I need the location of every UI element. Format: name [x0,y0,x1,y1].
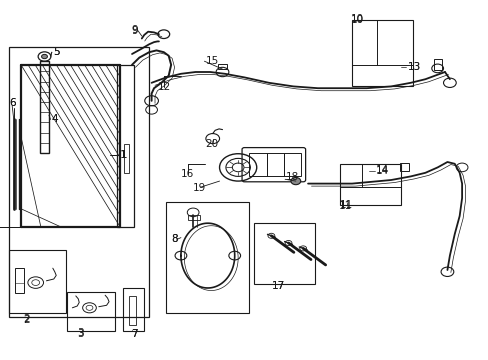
Bar [254,223,315,284]
Bar [249,153,266,176]
Text: 8: 8 [171,234,178,244]
Bar [166,202,249,313]
Text: 3: 3 [77,329,84,339]
Text: 9: 9 [131,25,138,35]
Bar [188,215,199,220]
Text: 4: 4 [51,114,58,124]
Text: 13: 13 [407,62,420,72]
Text: 10: 10 [350,14,364,24]
Text: 5: 5 [53,47,60,57]
Text: 20: 20 [205,139,218,149]
Text: 10: 10 [350,15,364,25]
Bar [218,64,226,69]
Bar [40,61,49,153]
Bar [433,59,441,70]
Bar [399,163,408,171]
Circle shape [290,177,300,185]
Text: 11: 11 [338,201,351,211]
Circle shape [41,54,47,59]
Bar [15,268,24,293]
Text: 5: 5 [53,47,60,57]
Text: 6: 6 [9,98,16,108]
Text: 8: 8 [171,234,178,244]
Bar [123,288,144,331]
Bar [67,292,115,331]
Bar [9,250,66,313]
Text: 2: 2 [23,315,30,325]
Text: 16: 16 [181,169,194,179]
Text: 17: 17 [271,281,284,291]
Text: 14: 14 [375,166,388,176]
Text: 13: 13 [407,62,420,72]
Bar [266,153,283,176]
Bar [123,144,129,173]
Bar [9,47,149,317]
Text: 7: 7 [131,329,138,339]
Bar [117,65,134,227]
Text: 11: 11 [339,200,352,210]
Text: 6: 6 [9,98,16,108]
Text: 2: 2 [23,314,30,324]
Text: 17: 17 [271,281,284,291]
Bar [128,296,136,325]
Text: 18: 18 [285,172,299,183]
Bar [351,20,412,86]
Text: 4: 4 [51,114,58,124]
Text: 3: 3 [77,328,84,338]
Bar [339,164,400,205]
Text: 1: 1 [120,150,126,160]
Text: 19: 19 [193,183,206,193]
Text: 15: 15 [205,56,218,66]
Text: 9: 9 [131,26,138,36]
Text: 14: 14 [375,165,388,175]
Text: 1: 1 [121,150,127,160]
Bar [283,153,300,176]
Text: 7: 7 [131,329,138,339]
Text: 12: 12 [157,82,170,93]
